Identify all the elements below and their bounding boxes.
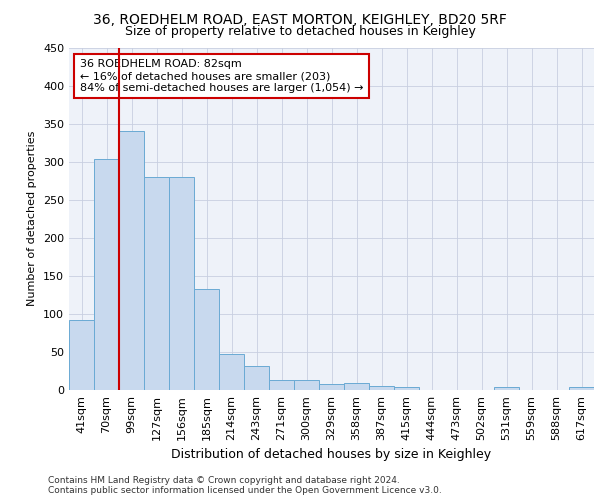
Bar — [394, 387, 419, 390]
Bar — [119, 131, 144, 390]
Text: Contains HM Land Registry data © Crown copyright and database right 2024.
Contai: Contains HM Land Registry data © Crown c… — [48, 476, 442, 495]
Bar — [219, 354, 244, 390]
Text: 36 ROEDHELM ROAD: 82sqm
← 16% of detached houses are smaller (203)
84% of semi-d: 36 ROEDHELM ROAD: 82sqm ← 16% of detache… — [79, 60, 363, 92]
Bar — [69, 320, 94, 390]
Bar — [344, 383, 369, 390]
Text: Size of property relative to detached houses in Keighley: Size of property relative to detached ho… — [125, 25, 475, 38]
X-axis label: Distribution of detached houses by size in Keighley: Distribution of detached houses by size … — [172, 448, 491, 462]
Bar — [194, 289, 219, 390]
Bar — [144, 177, 169, 390]
Bar — [294, 380, 319, 390]
Bar — [94, 160, 119, 390]
Bar — [494, 387, 519, 390]
Bar — [169, 177, 194, 390]
Bar — [269, 380, 294, 390]
Y-axis label: Number of detached properties: Number of detached properties — [28, 131, 37, 306]
Bar — [244, 366, 269, 390]
Bar — [319, 384, 344, 390]
Text: 36, ROEDHELM ROAD, EAST MORTON, KEIGHLEY, BD20 5RF: 36, ROEDHELM ROAD, EAST MORTON, KEIGHLEY… — [93, 12, 507, 26]
Bar — [569, 387, 594, 390]
Bar — [369, 386, 394, 390]
